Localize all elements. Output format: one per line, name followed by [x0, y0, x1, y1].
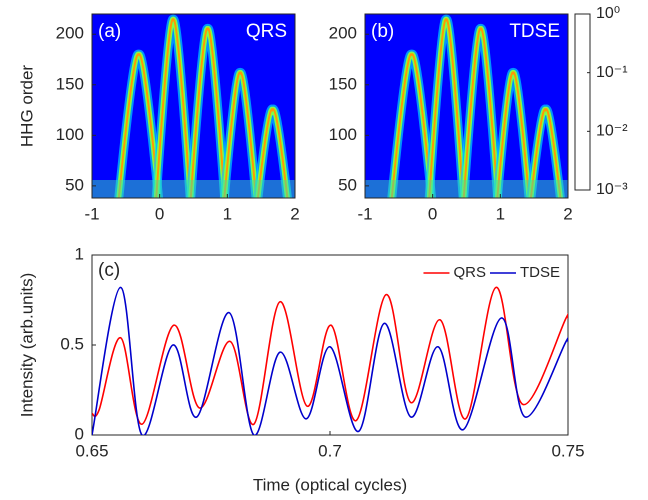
y-axis-label: HHG order: [17, 65, 36, 148]
x-tick-label: 2: [563, 204, 572, 223]
y-tick-label: 50: [338, 175, 357, 194]
y-tick-label: 50: [65, 175, 84, 194]
x-tick-label: -1: [84, 204, 99, 223]
arch-core: [117, 53, 160, 198]
arch-core: [462, 27, 499, 198]
arch-core: [428, 18, 465, 198]
series-line: [92, 286, 568, 435]
panel-label: (b): [371, 21, 394, 42]
colorbar-tick-label: 10⁰: [596, 5, 620, 22]
frame: [364, 13, 569, 199]
arch-core: [189, 27, 226, 198]
arch-core: [496, 71, 531, 198]
legend-label: TDSE: [520, 264, 560, 281]
arch-core: [256, 108, 289, 198]
colorbar-tick-label: 10⁻²: [596, 123, 628, 140]
x-tick-label: 2: [290, 204, 299, 223]
arch-core: [529, 108, 562, 198]
x-tick-label: 0.75: [551, 441, 584, 460]
y-tick-label: 150: [56, 74, 84, 93]
colorbar-tick-label: 10⁻¹: [596, 64, 628, 81]
plot-area: [92, 286, 568, 435]
y-tick-label: 0: [75, 424, 84, 443]
arch-core: [155, 18, 192, 198]
panel-label: (a): [98, 21, 121, 42]
x-tick-label: 0: [428, 204, 437, 223]
arch-core: [390, 53, 433, 198]
x-tick-label: 0: [155, 204, 164, 223]
y-tick-label: 200: [329, 24, 357, 43]
arch-core: [223, 71, 258, 198]
y-tick-label: 100: [329, 125, 357, 144]
y-tick-label: 1: [75, 244, 84, 263]
x-axis-label: Time (optical cycles): [253, 475, 407, 494]
x-tick-label: 0.7: [318, 441, 342, 460]
x-tick-label: 0.65: [75, 441, 108, 460]
colorbar: [574, 13, 591, 191]
y-tick-label: 0.5: [60, 334, 84, 353]
y-axis-label: Intensity (arb.units): [17, 273, 36, 418]
x-tick-label: 1: [496, 204, 505, 223]
y-tick-label: 200: [56, 24, 84, 43]
spectrogram: [92, 14, 295, 198]
x-tick-label: 1: [223, 204, 232, 223]
panel-annotation: QRS: [246, 21, 287, 42]
colorbar-frame: [574, 13, 591, 191]
colorbar-tick-label: 10⁻³: [596, 181, 628, 198]
frame: [91, 254, 569, 436]
series-line: [92, 286, 568, 426]
y-tick-label: 100: [56, 125, 84, 144]
x-tick-label: -1: [357, 204, 372, 223]
legend-label: QRS: [453, 264, 486, 281]
bottom-glow: [92, 180, 295, 198]
bottom-glow: [365, 180, 568, 198]
frame: [91, 13, 296, 199]
panel-label: (c): [98, 260, 120, 281]
y-tick-label: 150: [329, 74, 357, 93]
spectrogram: [365, 14, 568, 198]
panel-annotation: TDSE: [509, 21, 560, 42]
